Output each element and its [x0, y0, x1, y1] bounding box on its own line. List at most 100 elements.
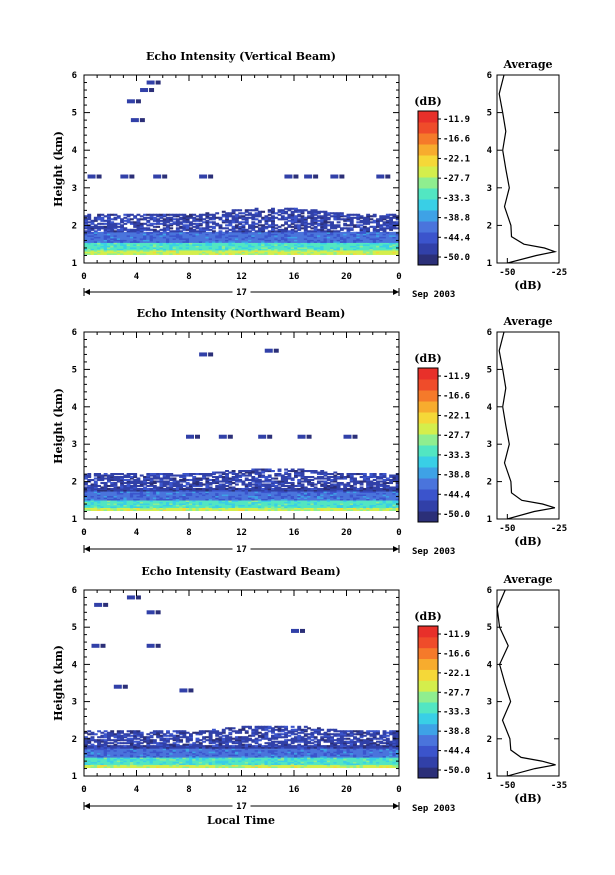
echo-cell	[143, 233, 147, 236]
echo-cell	[241, 236, 246, 239]
echo-cell	[100, 765, 105, 769]
echo-cell	[221, 472, 226, 476]
echo-cell	[267, 489, 272, 492]
echo-cell	[366, 234, 371, 237]
echo-cell	[231, 470, 236, 473]
echo-cell	[90, 484, 95, 488]
echo-cell	[300, 234, 305, 237]
echo-cell	[287, 231, 292, 234]
echo-cell	[254, 483, 259, 486]
echo-cell	[372, 228, 377, 231]
echo-cell	[123, 499, 128, 503]
echo-cell	[103, 236, 108, 239]
echo-cell	[126, 240, 131, 243]
echo-cell	[346, 508, 351, 511]
echo-cell	[100, 498, 105, 501]
echo-cell	[366, 508, 371, 511]
echo-cell	[300, 224, 305, 227]
echo-cell	[175, 508, 180, 511]
echo-cell	[162, 234, 167, 237]
echo-cell	[274, 240, 279, 243]
echo-cell	[198, 498, 203, 501]
echo-cell	[392, 225, 397, 228]
echo-cell	[248, 499, 252, 503]
echo-cell	[149, 231, 154, 234]
echo-cell	[244, 483, 249, 486]
echo-cell	[251, 505, 256, 509]
scatter-echo	[153, 174, 162, 179]
echo-cell	[90, 731, 95, 734]
echo-cell	[139, 489, 144, 492]
scatter-echo	[199, 352, 208, 357]
echo-cell	[120, 758, 124, 761]
echo-cell	[290, 251, 295, 254]
echo-cell	[277, 237, 282, 240]
echo-cell	[162, 215, 167, 218]
echo-cell	[313, 486, 318, 489]
echo-cell	[382, 508, 387, 511]
echo-cell	[143, 507, 147, 510]
echo-cell	[254, 508, 259, 511]
echo-cell	[106, 493, 111, 497]
echo-cell	[202, 228, 207, 231]
echo-cell	[261, 502, 266, 506]
echo-cell	[192, 502, 197, 506]
echo-cell	[215, 252, 220, 255]
echo-cell	[97, 499, 102, 503]
echo-cell	[356, 240, 361, 243]
echo-cell	[362, 234, 367, 237]
echo-cell	[297, 210, 302, 213]
echo-cell	[120, 231, 124, 234]
echo-cell	[198, 249, 203, 252]
echo-cell	[248, 474, 252, 477]
echo-cell	[297, 209, 302, 212]
echo-cell	[123, 508, 128, 511]
echo-cell	[376, 225, 380, 228]
echo-cell	[149, 502, 154, 506]
echo-cell	[110, 490, 115, 494]
echo-cell	[339, 212, 344, 215]
echo-cell	[156, 225, 161, 228]
echo-cell	[120, 242, 124, 245]
echo-cell	[185, 493, 190, 497]
echo-cell	[356, 218, 361, 221]
echo-cell	[208, 502, 213, 506]
echo-cell	[225, 496, 229, 500]
echo-cell	[116, 505, 121, 509]
echo-cell	[244, 490, 249, 494]
echo-cell	[277, 234, 282, 237]
echo-cell	[307, 505, 312, 509]
echo-cell	[123, 234, 128, 237]
echo-cell	[225, 470, 229, 473]
echo-cell	[379, 499, 384, 503]
echo-cell	[346, 489, 351, 492]
echo-cell	[294, 242, 298, 245]
echo-cell	[225, 231, 229, 234]
echo-cell	[372, 474, 377, 477]
echo-cell	[97, 751, 102, 754]
echo-cell	[264, 495, 269, 498]
echo-cell	[179, 480, 184, 483]
echo-cell	[221, 508, 226, 511]
echo-cell	[110, 493, 115, 497]
x-tick-label: 16	[289, 272, 300, 282]
echo-cell	[93, 758, 98, 761]
echo-cell	[261, 487, 266, 491]
echo-cell	[310, 221, 315, 224]
echo-cell	[238, 493, 243, 497]
echo-cell	[149, 480, 154, 483]
echo-cell	[271, 216, 275, 219]
echo-cell	[143, 248, 147, 251]
echo-cell	[274, 237, 279, 240]
echo-cell	[300, 501, 305, 504]
echo-cell	[221, 221, 226, 224]
echo-cell	[208, 236, 213, 239]
echo-cell	[195, 508, 200, 511]
echo-cell	[271, 249, 275, 252]
echo-cell	[211, 498, 216, 501]
echo-cell	[123, 242, 128, 245]
echo-cell	[100, 740, 105, 743]
echo-cell	[116, 237, 121, 240]
echo-cell	[261, 501, 266, 504]
echo-cell	[379, 246, 384, 249]
